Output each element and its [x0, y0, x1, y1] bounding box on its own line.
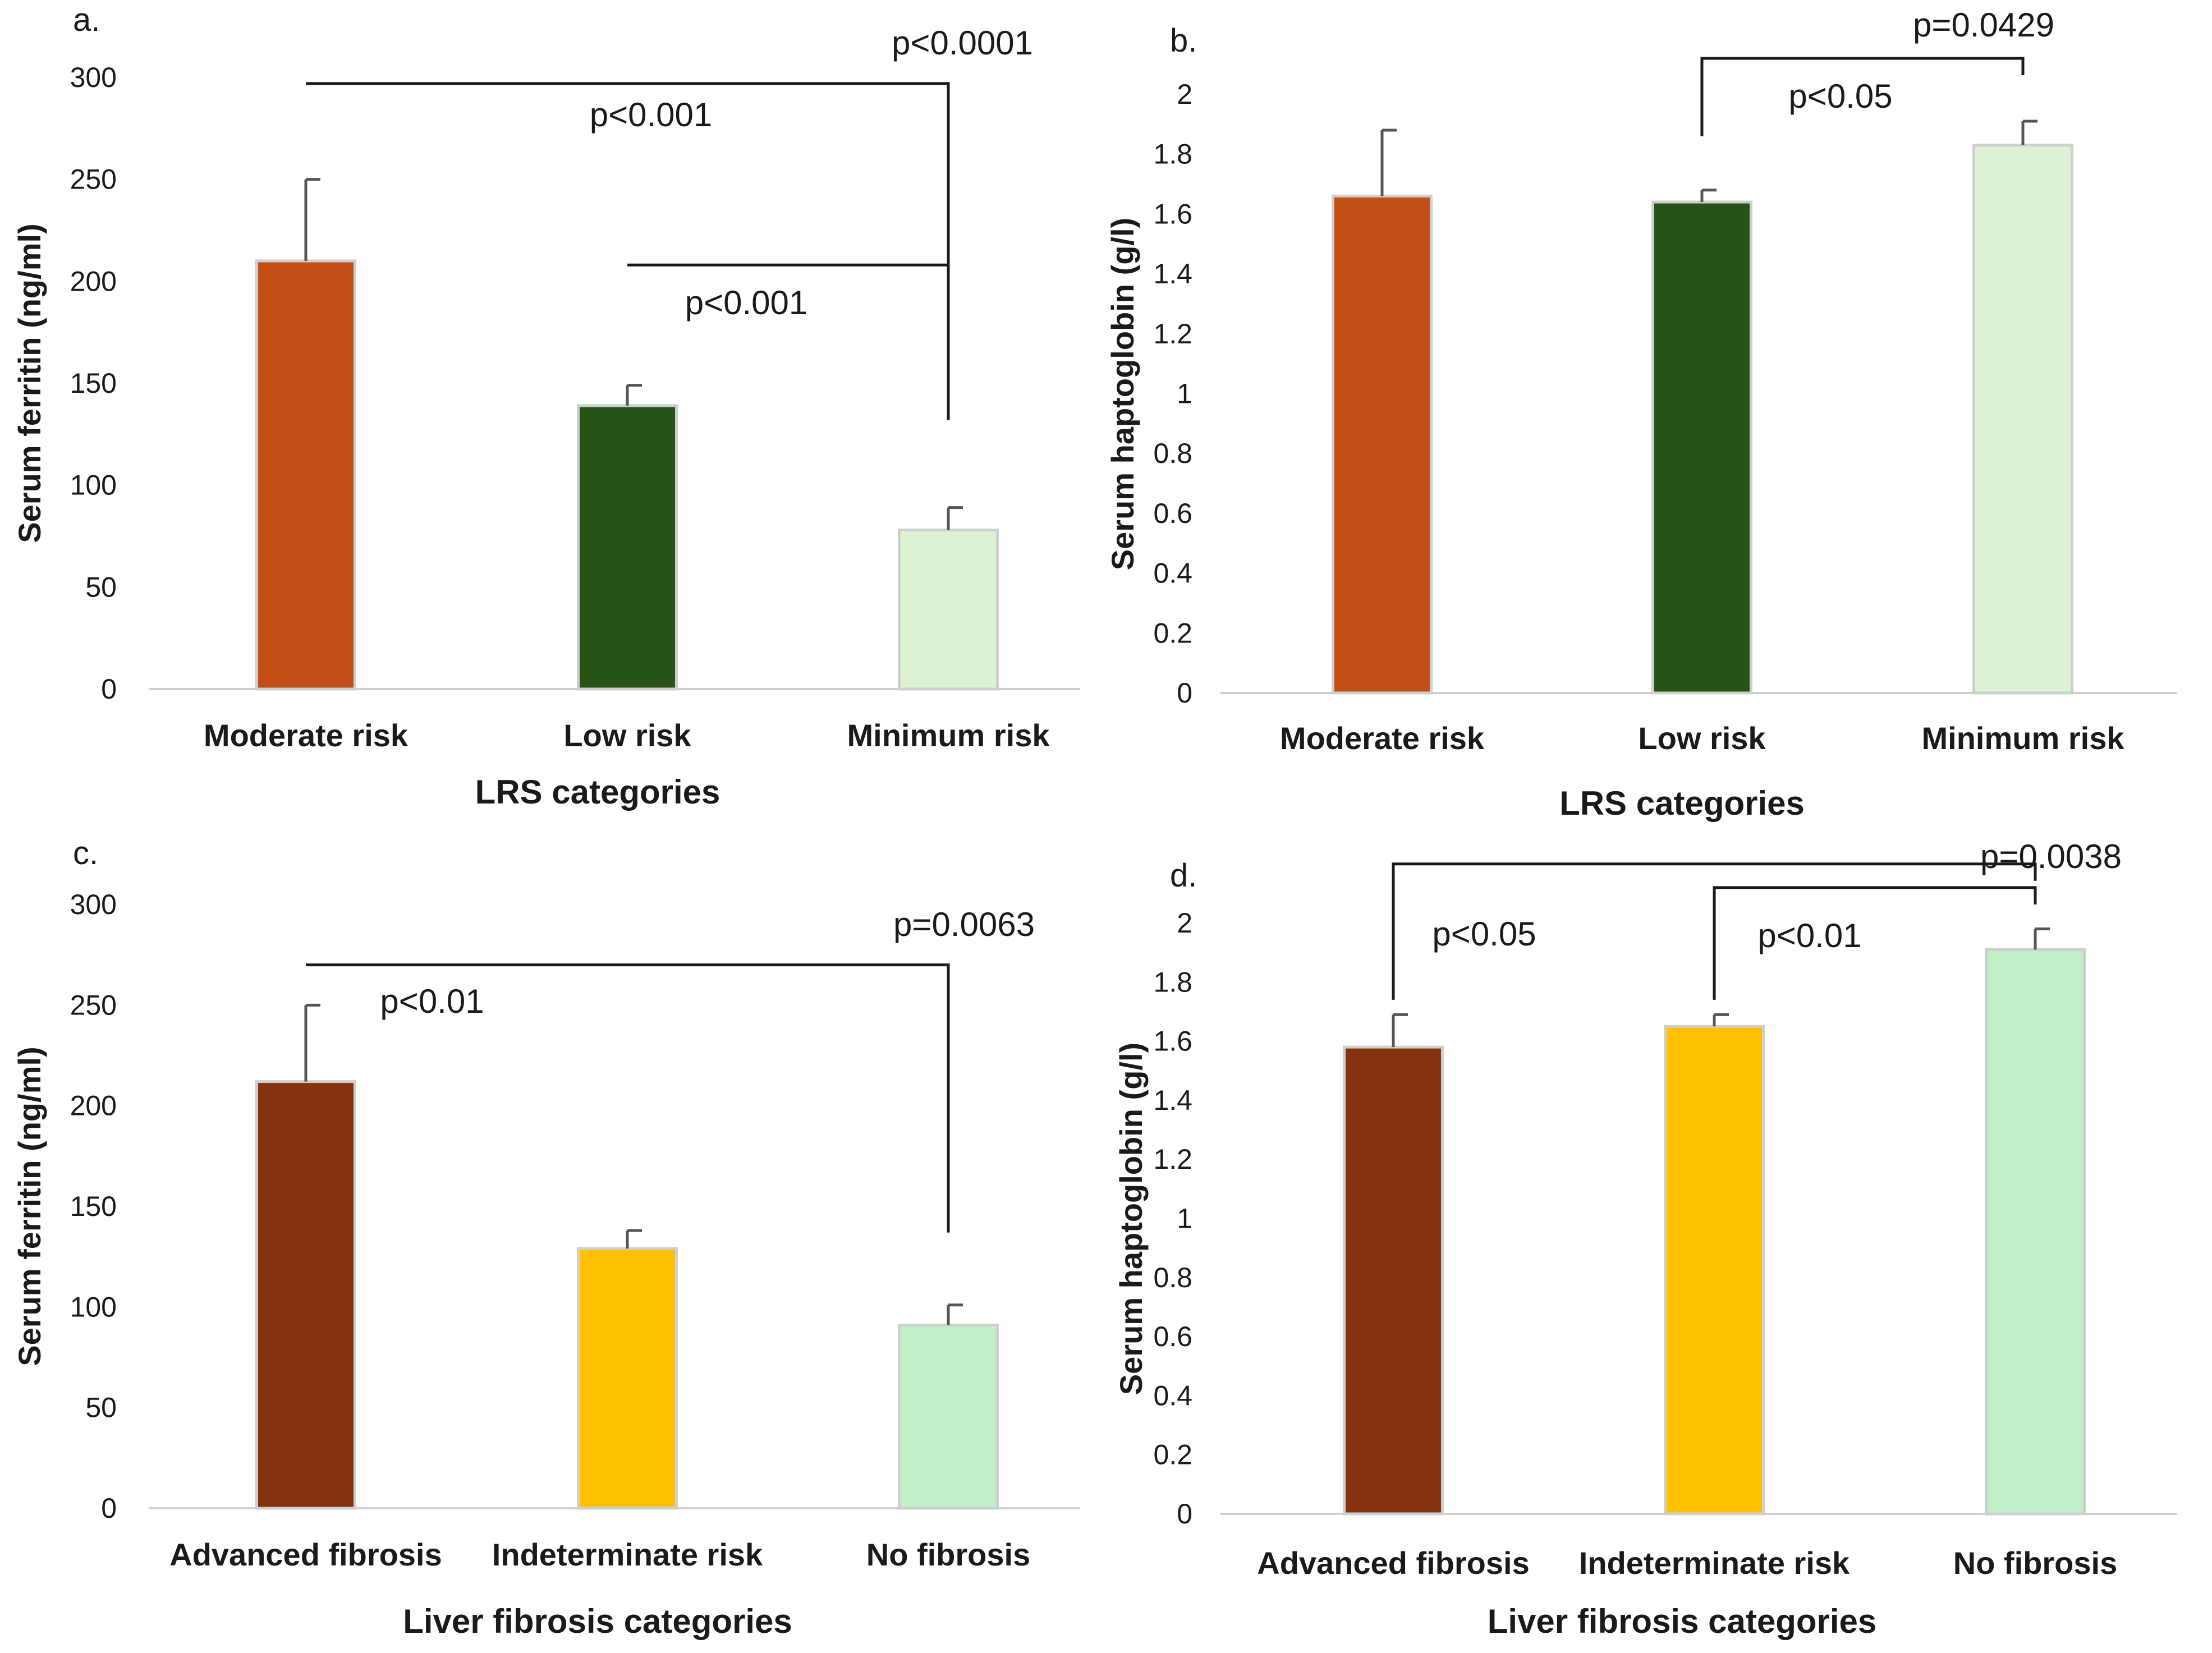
bar-1 [1332, 194, 1433, 695]
significance-label: p<0.001 [685, 284, 808, 322]
panel-label: b. [1170, 22, 1197, 59]
y-tick-label: 0.2 [1153, 617, 1192, 649]
significance-bracket [1700, 57, 2025, 136]
bar-2 [577, 404, 678, 691]
significance-label: p<0.05 [1788, 77, 1892, 115]
y-tick-label: 150 [70, 1191, 117, 1222]
chart-panel-2: b. 0 0.2 0.4 0.6 0.8 1 1.2 1.4 1.6 1.8 2 Serum hapto… [1105, 6, 2177, 822]
p-value-label: p=0.0038 [1980, 838, 2122, 875]
y-tick-label: 1 [1177, 378, 1192, 410]
category-label: Indeterminate risk [492, 1537, 763, 1572]
bar-3 [898, 529, 999, 691]
category-label: Minimum risk [847, 718, 1050, 753]
p-value-label: p=0.0063 [893, 906, 1035, 943]
y-tick-label: 1.4 [1153, 1085, 1192, 1116]
significance-label: p<0.01 [380, 982, 484, 1020]
x-axis-label: Liver fibrosis categories [403, 1603, 792, 1640]
y-tick-label: 0 [1177, 677, 1192, 709]
category-label: Moderate risk [204, 718, 409, 753]
category-label: No fibrosis [866, 1537, 1030, 1572]
y-tick-label: 0.2 [1153, 1439, 1192, 1471]
y-tick-label: 300 [70, 889, 117, 920]
y-tick-label: 150 [70, 368, 117, 399]
y-tick-label: 1.8 [1153, 139, 1192, 170]
p-value-label: p<0.0001 [892, 24, 1033, 62]
category-label: Advanced fibrosis [1257, 1545, 1529, 1581]
y-tick-label: 1.2 [1153, 318, 1192, 350]
panel-label: c. [73, 835, 98, 871]
category-label: Indeterminate risk [1579, 1545, 1850, 1581]
y-tick-label: 1 [1177, 1203, 1192, 1234]
bar-1 [255, 259, 356, 691]
significance-bracket [306, 82, 950, 420]
y-tick-label: 1.2 [1153, 1144, 1192, 1175]
category-label: No fibrosis [1953, 1545, 2117, 1581]
y-tick-label: 250 [70, 989, 117, 1021]
y-tick-label: 0.8 [1153, 438, 1192, 469]
y-tick-label: 0.6 [1153, 1321, 1192, 1352]
chart-panel-1: a. 0 50 100 150 200 250 300 Serum ferritin (ng/m… [12, 2, 1080, 811]
bar-2 [1651, 200, 1752, 695]
y-axis-label: Serum ferritin (ng/ml) [12, 1046, 47, 1366]
y-tick-label: 50 [85, 571, 117, 603]
bar-1 [1343, 1045, 1444, 1516]
y-tick-label: 2 [1177, 907, 1192, 939]
significance-bracket [627, 263, 950, 420]
category-label: Low risk [1638, 720, 1766, 756]
bar-3 [1985, 948, 2086, 1516]
significance-label: p<0.05 [1432, 915, 1536, 953]
category-label: Advanced fibrosis [169, 1537, 442, 1572]
y-tick-label: 2 [1177, 79, 1192, 110]
y-tick-label: 50 [85, 1392, 117, 1424]
category-label: Moderate risk [1280, 720, 1485, 756]
bar-3 [898, 1324, 999, 1510]
category-label: Low risk [563, 718, 691, 753]
significance-label: p<0.01 [1757, 917, 1861, 954]
bar-3 [1972, 144, 2073, 695]
y-tick-label: 0.8 [1153, 1262, 1192, 1293]
y-tick-label: 100 [70, 470, 117, 501]
y-tick-label: 1.4 [1153, 258, 1192, 290]
chart-panel-4: d. 0 0.2 0.4 0.6 0.8 1 1.2 1.4 1.6 1.8 2 Serum hapto… [1113, 838, 2177, 1640]
y-tick-label: 200 [70, 1090, 117, 1122]
x-axis-label: Liver fibrosis categories [1488, 1603, 1877, 1640]
x-axis-label: LRS categories [1559, 784, 1805, 822]
y-tick-label: 0 [101, 1493, 117, 1524]
y-tick-label: 0.4 [1153, 558, 1192, 589]
panel-label: d. [1170, 857, 1197, 894]
significance-bracket [306, 963, 950, 1233]
y-tick-label: 0.4 [1153, 1380, 1192, 1411]
significance-bracket [1713, 886, 2037, 1000]
y-tick-label: 0 [1177, 1498, 1192, 1530]
y-tick-label: 200 [70, 265, 117, 297]
chart-panel-3: c. 0 50 100 150 200 250 300 Serum ferritin (ng/m… [12, 835, 1080, 1640]
bar-1 [255, 1080, 356, 1510]
bar-2 [577, 1247, 678, 1510]
y-tick-label: 300 [70, 62, 117, 93]
panel-label: a. [73, 2, 100, 38]
significance-label: p<0.001 [590, 96, 713, 134]
p-value-label: p=0.0429 [1913, 6, 2054, 44]
x-axis-label: LRS categories [475, 773, 720, 811]
bar-2 [1664, 1025, 1765, 1516]
y-tick-label: 1.6 [1153, 1026, 1192, 1057]
y-tick-label: 0.6 [1153, 498, 1192, 529]
y-tick-label: 250 [70, 164, 117, 195]
y-tick-label: 100 [70, 1291, 117, 1323]
y-axis-label: Serum haptoglobin (g/l) [1105, 218, 1140, 570]
y-axis-label: Serum haptoglobin (g/l) [1113, 1043, 1149, 1395]
y-tick-label: 0 [101, 673, 117, 705]
y-tick-label: 1.6 [1153, 198, 1192, 229]
category-label: Minimum risk [1922, 720, 2125, 756]
significance-bracket [1392, 862, 2037, 1000]
y-tick-label: 1.8 [1153, 966, 1192, 998]
y-axis-label: Serum ferritin (ng/ml) [12, 223, 47, 543]
